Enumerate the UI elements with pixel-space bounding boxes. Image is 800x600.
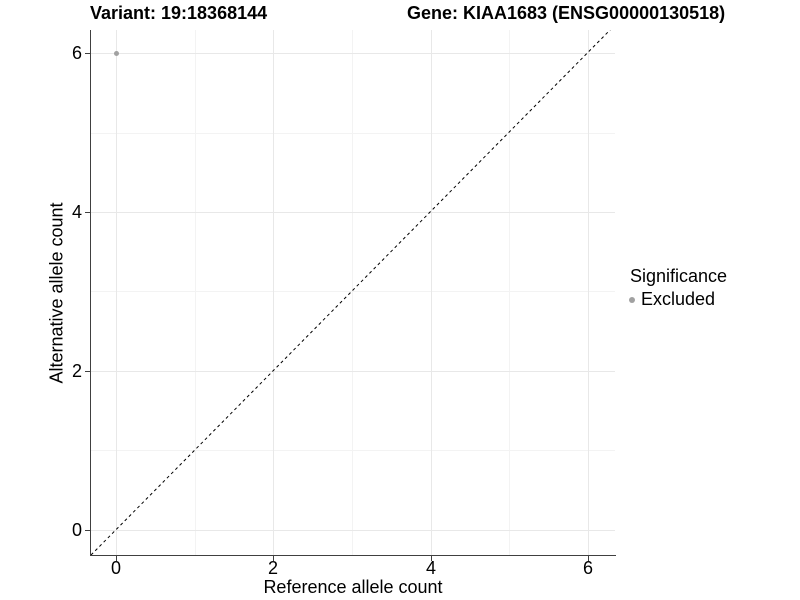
y-major-gridline bbox=[91, 371, 615, 372]
x-major-gridline bbox=[116, 30, 117, 555]
x-major-gridline bbox=[588, 30, 589, 555]
x-axis-line bbox=[90, 555, 616, 556]
legend-item-label: Excluded bbox=[641, 289, 716, 309]
y-minor-gridline bbox=[91, 133, 615, 134]
x-axis-title: Reference allele count bbox=[263, 577, 443, 597]
legend-item-excluded: Excluded bbox=[629, 289, 715, 310]
y-major-gridline bbox=[91, 53, 615, 54]
x-major-gridline bbox=[431, 30, 432, 555]
y-tick-label: 2 bbox=[71, 361, 82, 381]
plot-title-gene: Gene: KIAA1683 (ENSG00000130518) bbox=[407, 3, 726, 23]
y-tick-mark bbox=[85, 371, 90, 372]
y-major-gridline bbox=[91, 530, 615, 531]
x-tick-label: 4 bbox=[425, 558, 436, 578]
y-minor-gridline bbox=[91, 291, 615, 292]
identity-dashed-line bbox=[91, 30, 611, 555]
plot-title-variant: Variant: 19:18368144 bbox=[90, 3, 268, 23]
plot-panel bbox=[91, 30, 615, 555]
legend-key-dot-icon bbox=[629, 296, 635, 303]
data-point-excluded bbox=[114, 51, 119, 56]
y-tick-mark bbox=[85, 212, 90, 213]
y-tick-label: 0 bbox=[71, 520, 82, 540]
y-minor-gridline bbox=[91, 450, 615, 451]
x-tick-label: 6 bbox=[582, 558, 593, 578]
x-minor-gridline bbox=[195, 30, 196, 555]
x-tick-mark bbox=[116, 556, 117, 561]
y-major-gridline bbox=[91, 212, 615, 213]
x-tick-mark bbox=[588, 556, 589, 561]
y-tick-label: 4 bbox=[71, 202, 82, 222]
x-tick-mark bbox=[431, 556, 432, 561]
x-major-gridline bbox=[273, 30, 274, 555]
x-minor-gridline bbox=[509, 30, 510, 555]
legend-title: Significance bbox=[630, 266, 728, 286]
y-tick-label: 6 bbox=[71, 43, 82, 63]
x-minor-gridline bbox=[352, 30, 353, 555]
x-tick-label: 2 bbox=[267, 558, 278, 578]
x-tick-label: 0 bbox=[110, 558, 121, 578]
x-tick-mark bbox=[273, 556, 274, 561]
y-tick-mark bbox=[85, 530, 90, 531]
y-axis-line bbox=[90, 30, 91, 556]
y-tick-mark bbox=[85, 53, 90, 54]
y-axis-title: Alternative allele count bbox=[46, 202, 67, 384]
